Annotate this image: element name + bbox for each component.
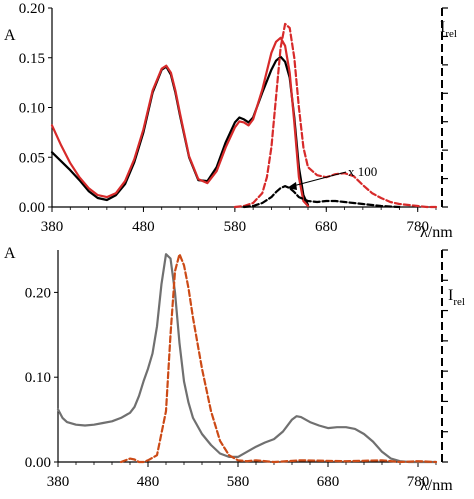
bottom-series-0-line: [56, 253, 438, 464]
top-x-tick-label: 380: [41, 219, 64, 235]
top-x-tick-label: 480: [132, 219, 155, 235]
annotation-x100: x 100: [348, 164, 377, 179]
top-ticks: 380 480 580 680 780 0.00 0.05 0.10 0.15 0.20: [19, 1, 448, 235]
top-x-tick-label: 680: [315, 219, 338, 235]
bottom-y-tick-label: 0.00: [25, 455, 51, 471]
annotation-arrowhead: [287, 182, 297, 190]
bottom-x-tick-label: 480: [137, 474, 160, 490]
top-y-tick-label: 0.00: [19, 200, 45, 216]
bottom-series-1-line: [119, 253, 438, 464]
top-y-tick-label: 0.05: [19, 150, 45, 166]
top-x-tick-label: 580: [224, 219, 247, 235]
bottom-panel: A Irel λ/nm 380 480 580 680 780 0.00 0.10 0.20: [4, 245, 465, 494]
bottom-y-tick-label: 0.20: [25, 285, 51, 301]
annotation-arrow-line: [292, 171, 347, 187]
top-series: [50, 22, 438, 209]
top-annotation: x 100: [287, 164, 377, 190]
bottom-x-tick-label: 780: [407, 474, 430, 490]
top-y-tick-label: 0.15: [19, 51, 45, 67]
top-x-tick-label: 780: [406, 219, 429, 235]
bottom-x-tick-label: 380: [47, 474, 70, 490]
top-x-axis-title: λ/nm: [420, 224, 453, 241]
bottom-x-axis-title: λ/nm: [420, 477, 453, 494]
bottom-right-axis-title-sub: rel: [453, 296, 465, 308]
bottom-x-tick-label: 580: [227, 474, 250, 490]
bottom-y-axis-title: A: [4, 245, 16, 262]
top-series-0-line: [50, 55, 310, 207]
bottom-ticks: 380 480 580 680 780 0.00 0.10 0.20: [25, 249, 448, 490]
top-panel: A Irel λ/nm 3804805806807800.000.050.100…: [4, 1, 457, 241]
bottom-right-axis-title-main: I: [448, 287, 453, 304]
top-y-tick-label: 0.10: [19, 101, 45, 117]
bottom-y-tick-label: 0.10: [25, 370, 51, 386]
top-right-axis-title-sub: rel: [445, 28, 457, 40]
bottom-right-axis-title: Irel: [448, 287, 465, 308]
top-y-tick-label: 0.20: [19, 1, 45, 17]
top-series-2-line: [233, 22, 438, 209]
top-series-3-line: [242, 185, 401, 209]
top-y-axis-title: A: [4, 27, 16, 44]
bottom-series: [56, 253, 438, 464]
bottom-x-tick-label: 680: [317, 474, 340, 490]
top-series-1-line: [50, 36, 310, 208]
